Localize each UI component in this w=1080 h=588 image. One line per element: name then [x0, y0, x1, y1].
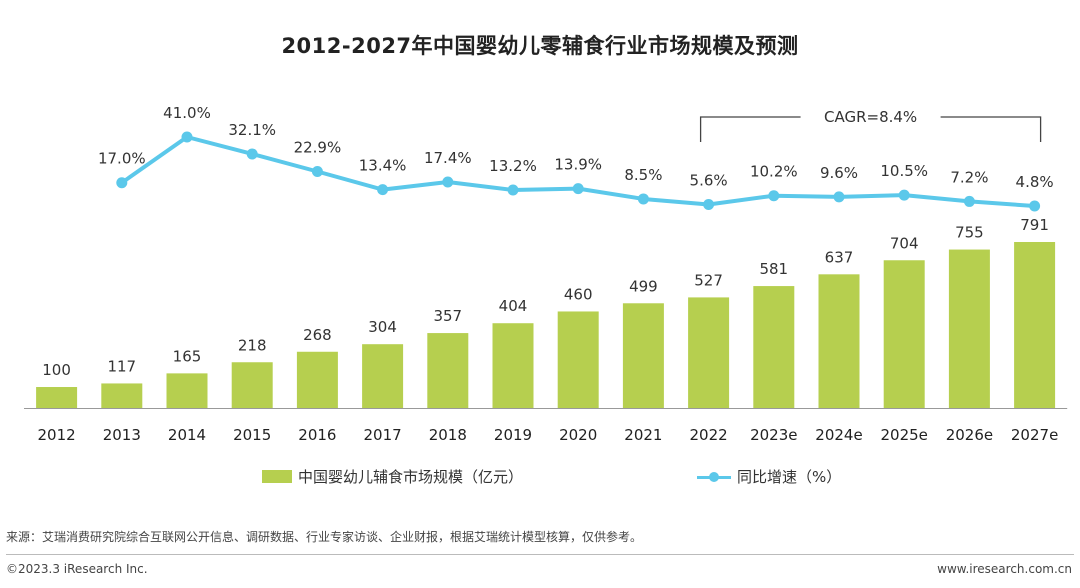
bar-2018 — [427, 333, 469, 408]
x-tick-label-2017: 2017 — [364, 426, 402, 444]
cagr-bracket-left — [699, 116, 801, 142]
x-tick-label-2025e: 2025e — [880, 426, 927, 444]
x-tick-label-2026e: 2026e — [946, 426, 993, 444]
growth-label-2027e: 4.8% — [1016, 173, 1054, 191]
bar-value-label-2020: 460 — [564, 285, 593, 303]
growth-point-2024e — [833, 191, 845, 203]
growth-point-2014 — [181, 131, 193, 143]
bar-2021 — [622, 303, 664, 408]
growth-label-2022: 5.6% — [690, 171, 728, 189]
source-note: 来源：艾瑞消费研究院综合互联网公开信息、调研数据、行业专家访谈、企业财报，根据艾… — [6, 530, 643, 544]
growth-point-2018 — [442, 176, 454, 188]
growth-point-2027e — [1029, 200, 1041, 212]
legend-bar-swatch — [262, 470, 292, 483]
growth-point-2021 — [637, 193, 649, 205]
x-tick-label-2015: 2015 — [233, 426, 271, 444]
growth-label-2014: 41.0% — [163, 104, 211, 122]
bar-value-label-2013: 117 — [107, 357, 136, 375]
growth-point-2025e — [898, 189, 910, 201]
growth-point-2022 — [703, 198, 715, 210]
cagr-annotation: CAGR=8.4% — [699, 108, 1042, 142]
x-tick-label-2013: 2013 — [103, 426, 141, 444]
x-tick-label-2019: 2019 — [494, 426, 532, 444]
line-layer: 17.0% 41.0% 32.1% 22.9% 13.4% 17.4% 13.2% 13.9%… — [98, 104, 1054, 212]
bar-2015 — [231, 362, 273, 408]
bar-2027e — [1014, 242, 1056, 408]
bar-value-label-2024e: 637 — [825, 248, 854, 266]
growth-label-2019: 13.2% — [489, 157, 537, 175]
bar-2017 — [362, 344, 404, 408]
bar-2025e — [883, 260, 925, 408]
bar-value-label-2014: 165 — [173, 347, 202, 365]
bar-value-label-2022: 527 — [694, 271, 723, 289]
x-tick-label-2022: 2022 — [690, 426, 728, 444]
bar-2014 — [166, 373, 208, 408]
bar-value-label-2021: 499 — [629, 277, 658, 295]
bar-value-label-2019: 404 — [499, 297, 528, 315]
bar-value-label-2023e: 581 — [759, 260, 788, 278]
growth-label-2020: 13.9% — [554, 156, 602, 174]
legend-line-swatch — [697, 470, 731, 484]
x-tick-label-2014: 2014 — [168, 426, 206, 444]
bar-2019 — [492, 323, 534, 408]
growth-point-2019 — [507, 184, 519, 196]
website-link[interactable]: www.iresearch.com.cn — [937, 562, 1072, 576]
growth-point-2016 — [311, 166, 323, 177]
bar-2024e — [818, 274, 860, 408]
bar-value-label-2017: 304 — [368, 318, 397, 336]
growth-label-2021: 8.5% — [624, 166, 662, 184]
growth-point-2013 — [116, 177, 128, 189]
bar-2016 — [296, 351, 338, 408]
bar-value-label-2026e: 755 — [955, 224, 984, 242]
growth-point-2020 — [572, 183, 584, 195]
bars-layer: 100 117 165 218 268 304 357 404 460 499 527 581 637 7… — [36, 216, 1056, 408]
bar-2022 — [688, 297, 730, 408]
bar-2020 — [557, 311, 599, 408]
growth-point-2026e — [963, 195, 975, 207]
bar-2026e — [948, 249, 990, 408]
growth-label-2018: 17.4% — [424, 149, 472, 167]
x-tick-label-2023e: 2023e — [750, 426, 797, 444]
bar-value-label-2015: 218 — [238, 336, 267, 354]
x-tick-label-2018: 2018 — [429, 426, 467, 444]
x-tick-label-2020: 2020 — [559, 426, 597, 444]
x-tick-label-2027e: 2027e — [1011, 426, 1058, 444]
cagr-bracket-right — [940, 116, 1042, 142]
x-tick-label-2016: 2016 — [298, 426, 336, 444]
bar-value-label-2012: 100 — [42, 361, 71, 379]
legend-line-item: 同比增速（%） — [697, 466, 841, 487]
x-tick-label-2012: 2012 — [38, 426, 76, 444]
bar-value-label-2025e: 704 — [890, 234, 919, 252]
bar-2023e — [753, 286, 795, 408]
growth-label-2026e: 7.2% — [950, 168, 988, 186]
growth-label-2025e: 10.5% — [880, 162, 928, 180]
growth-label-2023e: 10.2% — [750, 163, 798, 181]
growth-point-2017 — [377, 184, 389, 196]
bar-value-label-2027e: 791 — [1020, 216, 1049, 234]
copyright-text: ©2023.3 iResearch Inc. — [6, 562, 148, 576]
axis-layer: 2012 2013 2014 2015 2016 2017 2018 2019 2020 2021… — [24, 408, 1068, 444]
bar-value-label-2016: 268 — [303, 326, 332, 344]
growth-label-2017: 13.4% — [359, 157, 407, 175]
bar-2012 — [36, 387, 78, 408]
growth-point-2015 — [246, 148, 258, 160]
growth-label-2016: 22.9% — [294, 139, 342, 157]
growth-label-2013: 17.0% — [98, 150, 146, 168]
legend-bar-label: 中国婴幼儿辅食市场规模（亿元） — [298, 468, 524, 486]
x-tick-label-2024e: 2024e — [815, 426, 862, 444]
chart-title: 2012-2027年中国婴幼儿零辅食行业市场规模及预测 — [281, 34, 799, 58]
bar-2013 — [101, 383, 143, 408]
footer-divider — [6, 554, 1074, 555]
x-tick-label-2021: 2021 — [624, 426, 662, 444]
legend-bar-item: 中国婴幼儿辅食市场规模（亿元） — [262, 466, 523, 487]
chart-svg: 100 117 165 218 268 304 357 404 460 499 527 581 637 7… — [24, 104, 1068, 444]
bar-value-label-2018: 357 — [433, 307, 462, 325]
cagr-label: CAGR=8.4% — [824, 108, 917, 126]
growth-point-2023e — [768, 190, 780, 202]
growth-label-2015: 32.1% — [228, 121, 276, 139]
growth-label-2024e: 9.6% — [820, 164, 858, 182]
legend-line-label: 同比增速（%） — [737, 468, 842, 486]
